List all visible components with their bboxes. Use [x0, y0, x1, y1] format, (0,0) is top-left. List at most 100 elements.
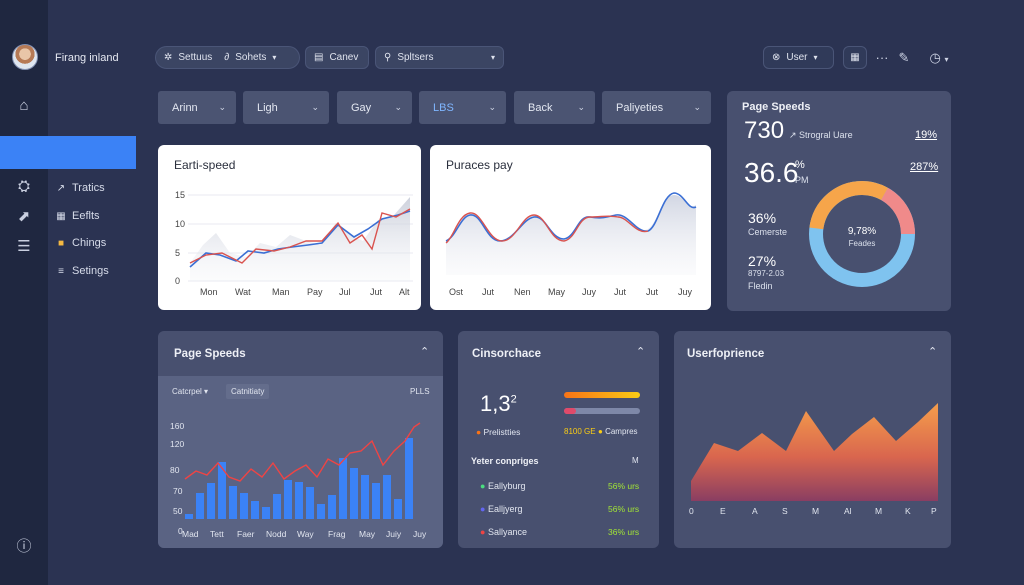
- list-item[interactable]: ● Sallyance: [480, 527, 527, 537]
- x-tick: Ost: [449, 287, 464, 297]
- x-tick: M: [875, 506, 882, 516]
- clock-icon[interactable]: ◷ ▾: [929, 50, 949, 65]
- metric-unit: PM: [795, 175, 809, 185]
- sidebar-item-label: Chings: [72, 237, 107, 249]
- x-tick: Nodd: [266, 529, 287, 539]
- canev-label: Canev: [329, 52, 359, 63]
- x-tick: P: [931, 506, 937, 516]
- donut-label: Feades: [849, 239, 876, 248]
- y-tick: 70: [173, 486, 183, 496]
- calendar-icon: ▦: [850, 52, 860, 63]
- x-tick: Alt: [399, 287, 410, 297]
- filter-lbs[interactable]: LBS ⌄: [419, 91, 506, 124]
- avatar[interactable]: [12, 44, 38, 70]
- filter-label: LBS: [433, 101, 454, 114]
- folder-icon: ■: [57, 237, 65, 249]
- donut-chart: 9,78% Feades: [809, 181, 915, 287]
- more-icon[interactable]: ···: [875, 50, 889, 65]
- sidebar-item-eeflts[interactable]: ▦ Eeflts: [56, 210, 100, 222]
- section-marker: M: [632, 456, 639, 465]
- calendar-button[interactable]: ▦: [843, 46, 867, 69]
- grid-icon: ▦: [56, 210, 66, 222]
- chevron-down-icon: ⌄: [218, 102, 226, 112]
- list-item[interactable]: ● Ealljyerg: [480, 504, 522, 514]
- x-tick: Way: [297, 529, 314, 539]
- progress-bar: [564, 392, 640, 398]
- search-input[interactable]: ⚲ Spltsers ▾: [375, 46, 504, 69]
- x-tick: Frag: [328, 529, 346, 539]
- chart-icon[interactable]: ⬈: [17, 208, 31, 225]
- home-icon[interactable]: ⌂: [19, 97, 29, 114]
- status-dot-icon: ●: [480, 481, 486, 491]
- chevron-down-icon: ⌄: [693, 102, 701, 112]
- legend-label: Campres: [605, 427, 638, 436]
- sidebar: [48, 0, 136, 585]
- earth-speed-chart: 15 10 5 0 Mon Wat Man Pay Jul Jut Alt: [175, 190, 413, 297]
- sohets-label: Sohets: [235, 52, 267, 63]
- canev-button[interactable]: ▤ Canev: [305, 46, 369, 69]
- filter-arinn[interactable]: Arinn ⌄: [158, 91, 236, 124]
- chevron-down-icon: ⌄: [311, 102, 319, 112]
- metric-pct: 19%: [915, 129, 938, 141]
- select-label: Catnitiaty: [231, 387, 265, 396]
- settings-label: Settuus: [178, 52, 213, 63]
- section-title: Yeter conpriges: [471, 456, 539, 466]
- filter-ligh[interactable]: Ligh ⌄: [243, 91, 329, 124]
- x-tick: Juy: [413, 529, 427, 539]
- link-icon: ⊗: [772, 52, 781, 63]
- filter-back[interactable]: Back ⌄: [514, 91, 595, 124]
- filter-gay[interactable]: Gay ⌄: [337, 91, 412, 124]
- x-tick: Faer: [237, 529, 255, 539]
- list-icon[interactable]: ☰: [17, 238, 31, 255]
- purchases-card: Puraces pay Ost Jut Nen May Juy Jut Jut …: [430, 145, 711, 310]
- pen-icon[interactable]: ✎: [898, 50, 910, 65]
- metric-sub-text: Strogral Uare: [799, 130, 853, 140]
- collapse-icon[interactable]: ⌃: [636, 346, 646, 358]
- list-item-value: 56% urs: [608, 504, 640, 514]
- x-tick: S: [782, 506, 788, 516]
- x-tick: Jut: [482, 287, 495, 297]
- filter-label: Gay: [351, 101, 372, 114]
- sidebar-item-setings[interactable]: ≡ Setings: [56, 265, 109, 277]
- filter-paliyeties[interactable]: Paliyeties ⌄: [602, 91, 711, 124]
- user-menu[interactable]: ⊗ User ▾: [763, 46, 834, 69]
- metric-value-2: 36.6: [744, 157, 799, 188]
- x-tick: Mad: [182, 529, 199, 539]
- x-tick: Tett: [210, 529, 224, 539]
- y-tick: 5: [175, 248, 180, 258]
- sidebar-item-label: Eeflts: [72, 210, 100, 222]
- y-tick: 50: [173, 506, 183, 516]
- stat-sub: 8797-2.03: [748, 269, 785, 278]
- user-experience-card: Userfoprience ⌃ 0 E A S M Al M K P: [674, 331, 951, 548]
- conversion-value-main: 1,3: [480, 391, 511, 416]
- wrench-icon: ↗: [56, 182, 66, 194]
- collapse-icon[interactable]: ⌃: [928, 346, 938, 358]
- settings-selector[interactable]: ✲ Settuus ∂ Sohets ▾: [155, 46, 300, 69]
- list-item[interactable]: ● Eallyburg: [480, 481, 525, 491]
- search-icon: ⚲: [384, 52, 392, 63]
- gear-icon: ✲: [164, 52, 173, 63]
- x-tick: Jul: [339, 287, 351, 297]
- category-select[interactable]: Catcrpel ▾: [172, 387, 209, 396]
- stat-value-2: 27%: [748, 253, 777, 269]
- category-select-2[interactable]: Catnitiaty: [226, 384, 270, 399]
- metric-value: 730: [744, 117, 785, 144]
- analytics-icon[interactable]: ⛭: [17, 178, 30, 195]
- conversion-value-sup: 2: [510, 393, 517, 406]
- collapse-icon[interactable]: ⌃: [420, 346, 430, 358]
- status-dot-icon: ●: [480, 504, 486, 514]
- sidebar-item-tratics[interactable]: ↗ Tratics: [56, 182, 105, 194]
- x-tick: Pay: [307, 287, 323, 297]
- metric-pct-symbol: %: [795, 159, 805, 171]
- earth-speed-card: Earti-speed 15 10 5 0 Mon Wat Man Pay Ju…: [158, 145, 421, 310]
- x-tick: May: [359, 529, 376, 539]
- info-icon[interactable]: ⓘ: [16, 538, 32, 555]
- filter-label: Arinn: [172, 101, 198, 114]
- sidebar-item-active[interactable]: [0, 136, 136, 169]
- sidebar-item-chings[interactable]: ■ Chings: [56, 237, 106, 249]
- list-item-value: 36% urs: [608, 527, 640, 537]
- chevron-down-icon: ▾: [813, 53, 818, 62]
- select-label: Catcrpel: [172, 387, 202, 396]
- conversions-card: Cinsorchace ⌃ 1,32 ● Prelistties 8100 GE…: [458, 331, 659, 548]
- y-tick: 120: [170, 439, 184, 449]
